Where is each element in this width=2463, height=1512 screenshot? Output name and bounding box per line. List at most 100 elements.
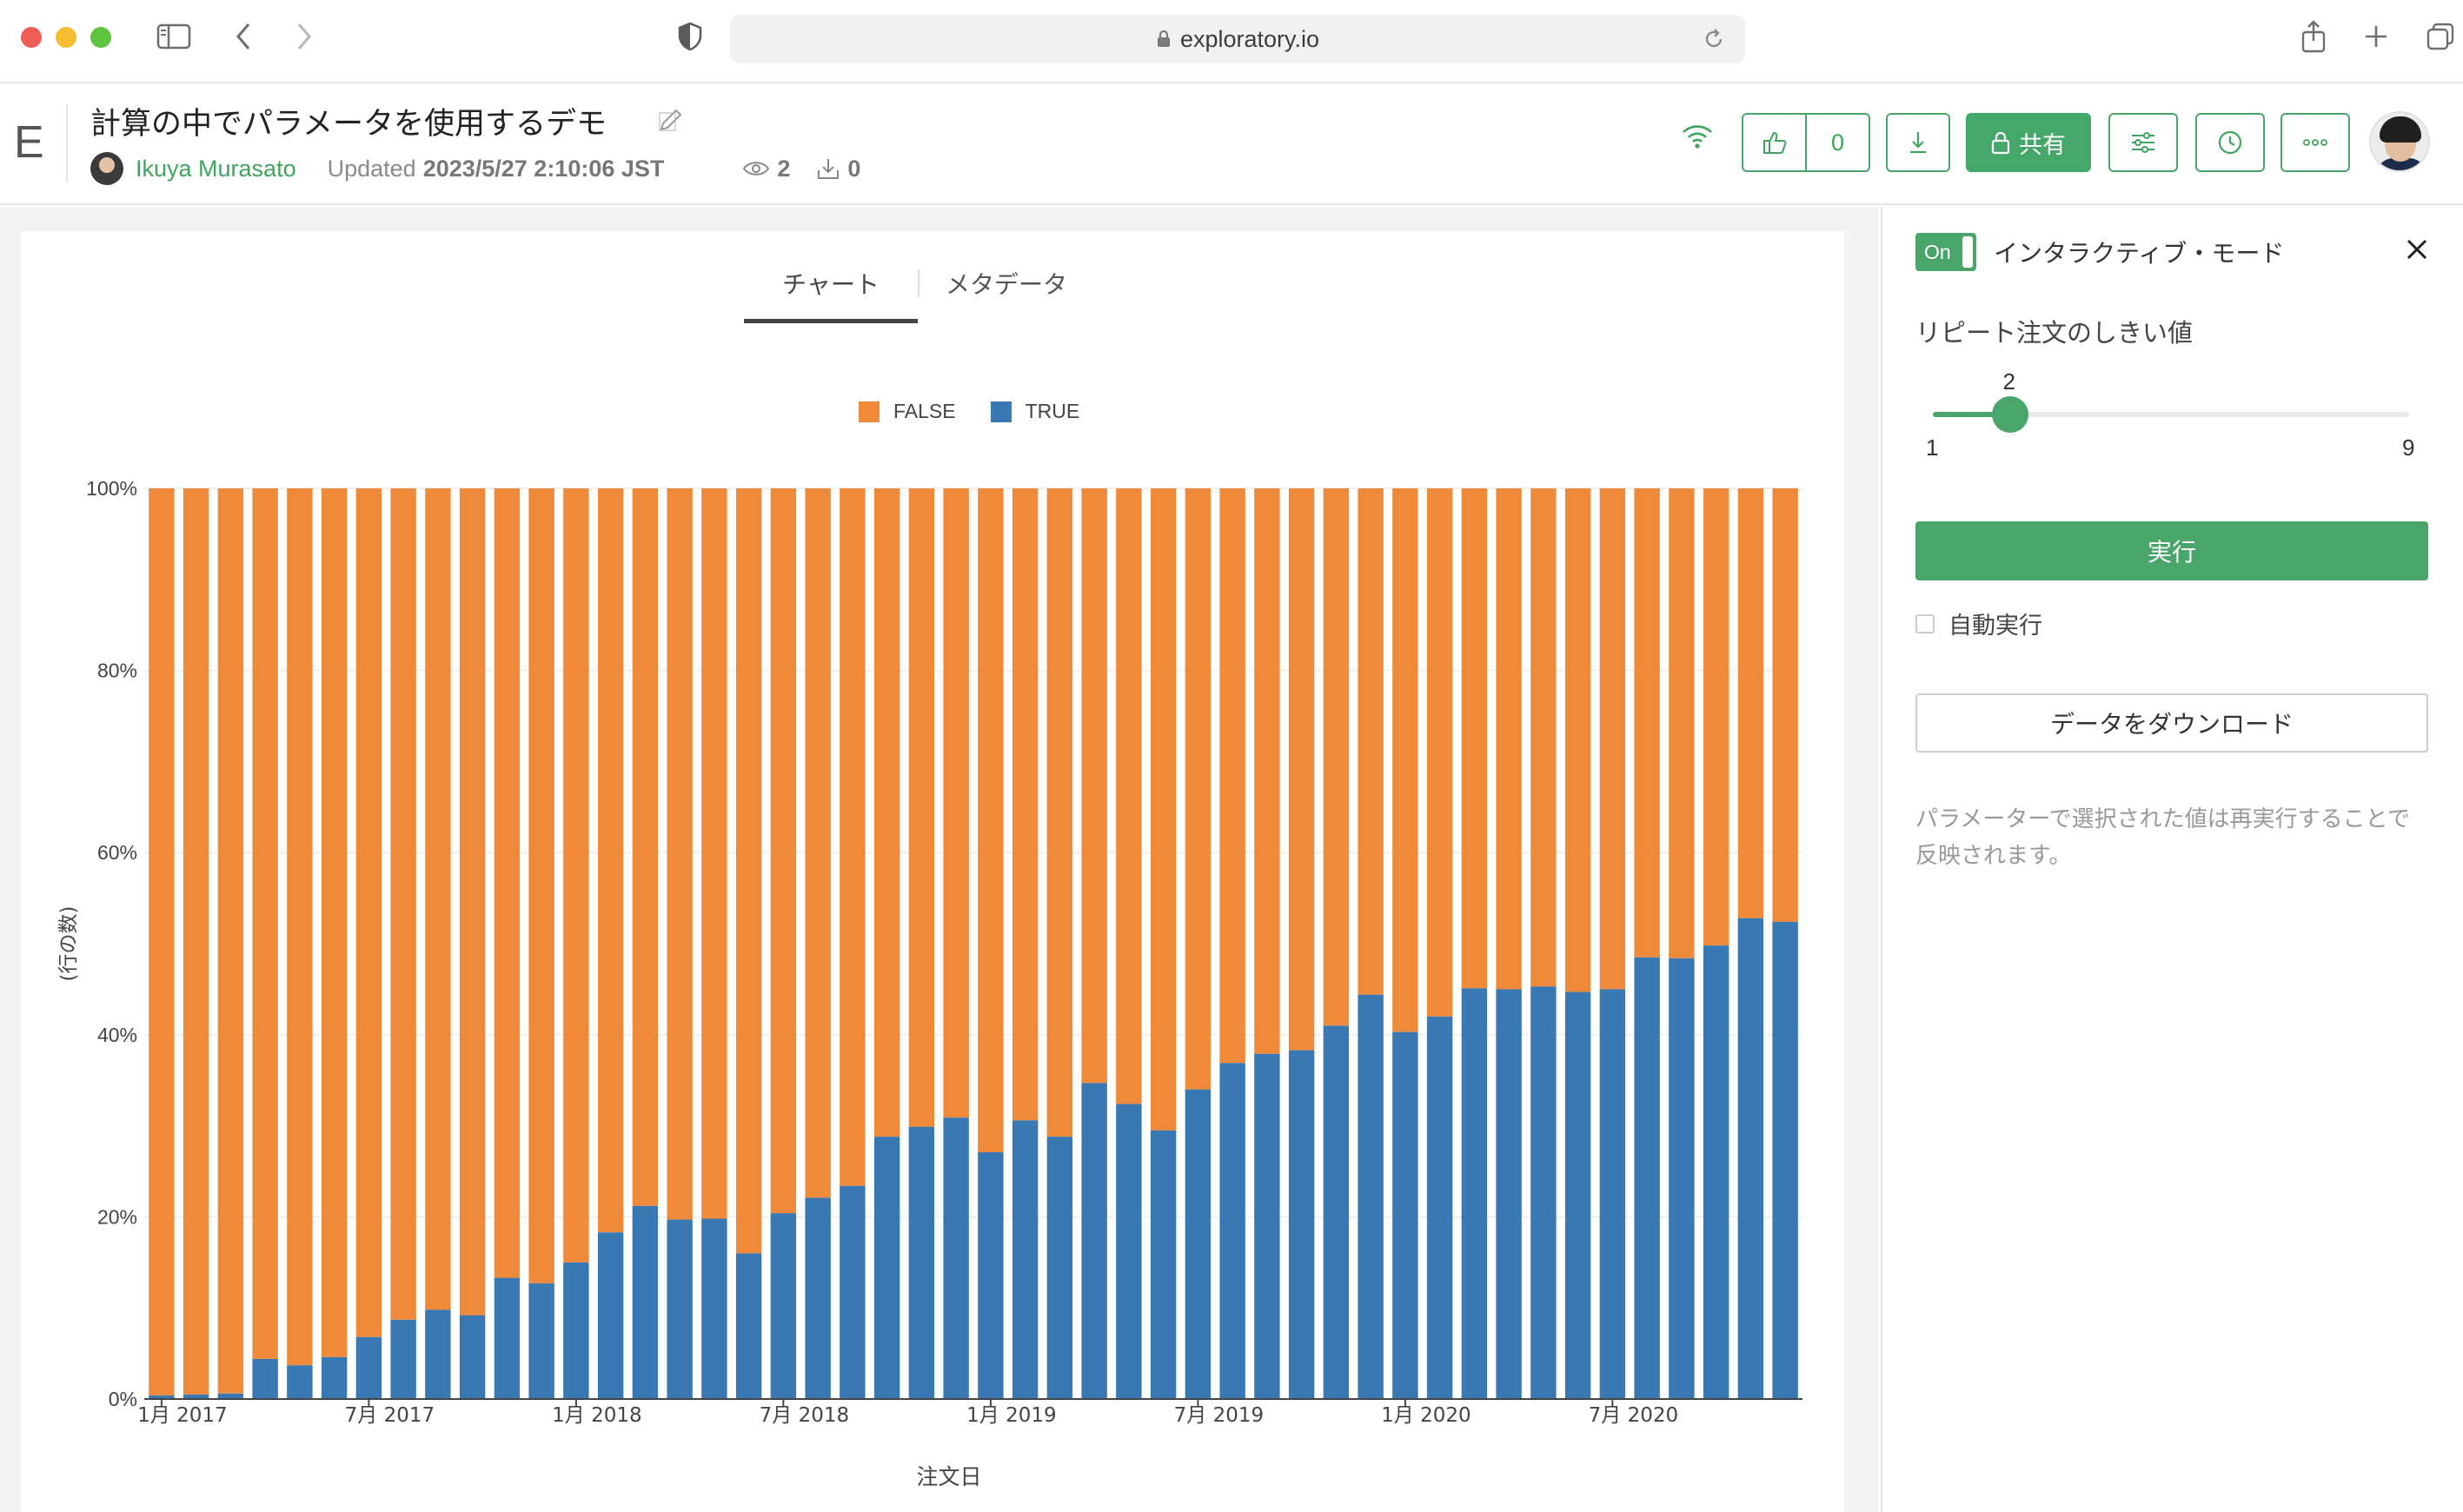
threshold-slider-handle[interactable] [1991,396,2028,433]
bar-false[interactable] [1564,488,1591,992]
bar-false[interactable] [252,488,278,1359]
bar-false[interactable] [1599,488,1626,990]
sidebar-toggle-icon[interactable] [155,17,193,56]
author-link[interactable]: Ikuya Murasato [136,155,296,182]
bar-true[interactable] [1496,989,1522,1399]
bar-false[interactable] [1496,488,1522,990]
bar-true[interactable] [908,1126,935,1399]
bar-true[interactable] [770,1213,797,1399]
bar-true[interactable] [1703,945,1729,1399]
bar-true[interactable] [873,1137,900,1399]
bar-false[interactable] [1150,488,1177,1131]
bar-false[interactable] [943,488,969,1118]
close-window-button[interactable] [21,27,42,48]
close-panel-icon[interactable] [2404,236,2430,262]
bar-false[interactable] [978,488,1004,1152]
bar-false[interactable] [1703,488,1729,946]
bar-true[interactable] [1358,994,1384,1399]
bar-false[interactable] [840,488,866,1186]
bar-false[interactable] [770,488,797,1214]
bar-false[interactable] [1669,488,1695,958]
bar-false[interactable] [390,488,416,1320]
legend-item-false[interactable]: FALSE [859,400,956,423]
interactive-mode-toggle[interactable]: On [1915,233,1976,271]
bar-true[interactable] [528,1283,554,1399]
bar-true[interactable] [1772,921,1798,1399]
auto-run-option[interactable]: 自動実行 [1915,607,2042,640]
bar-true[interactable] [1116,1104,1142,1399]
bar-false[interactable] [1288,488,1315,1051]
more-button[interactable] [2280,113,2350,172]
bar-true[interactable] [840,1185,866,1399]
bar-true[interactable] [149,1395,175,1399]
bar-false[interactable] [459,488,486,1316]
bar-false[interactable] [873,488,900,1137]
bar-true[interactable] [1530,986,1557,1399]
bar-false[interactable] [667,488,693,1220]
bar-true[interactable] [217,1393,244,1399]
bar-false[interactable] [1219,488,1245,1064]
bar-false[interactable] [632,488,659,1206]
bar-true[interactable] [287,1365,313,1399]
bar-false[interactable] [494,488,521,1278]
bar-true[interactable] [459,1315,486,1399]
bar-true[interactable] [632,1205,659,1399]
bar-true[interactable] [1288,1050,1315,1399]
bar-false[interactable] [1012,488,1039,1121]
bar-false[interactable] [1358,488,1384,995]
bar-false[interactable] [1772,488,1798,922]
bar-true[interactable] [1323,1025,1350,1399]
minimize-window-button[interactable] [56,27,76,48]
bar-true[interactable] [1737,918,1764,1399]
bar-true[interactable] [390,1319,416,1399]
bar-true[interactable] [667,1219,693,1399]
download-button[interactable] [1886,113,1950,172]
bar-false[interactable] [355,488,382,1337]
bar-true[interactable] [1461,988,1488,1399]
bar-true[interactable] [978,1151,1004,1399]
bar-true[interactable] [183,1394,209,1399]
bar-true[interactable] [1046,1137,1073,1399]
bar-true[interactable] [1254,1053,1280,1399]
bar-true[interactable] [805,1197,831,1399]
like-button[interactable] [1743,115,1805,170]
bar-false[interactable] [528,488,554,1283]
bar-false[interactable] [735,488,762,1254]
bar-false[interactable] [1046,488,1073,1137]
bar-true[interactable] [1564,991,1591,1399]
bar-true[interactable] [1669,958,1695,1399]
bar-true[interactable] [494,1277,521,1399]
bar-true[interactable] [355,1336,382,1399]
share-page-icon[interactable] [2294,17,2333,56]
bar-true[interactable] [1081,1083,1107,1399]
bar-true[interactable] [1012,1120,1039,1399]
bar-true[interactable] [321,1356,348,1399]
bar-false[interactable] [287,488,313,1366]
auto-run-checkbox[interactable] [1915,613,1935,633]
bar-false[interactable] [1254,488,1280,1054]
reload-icon[interactable] [1702,27,1726,51]
app-logo[interactable]: E [14,117,44,168]
threshold-slider-track[interactable] [1933,412,2409,417]
bar-true[interactable] [943,1117,969,1399]
bar-false[interactable] [1634,488,1660,958]
bar-false[interactable] [597,488,624,1233]
bar-true[interactable] [1392,1031,1418,1399]
bar-true[interactable] [252,1358,278,1399]
bar-true[interactable] [1185,1089,1212,1399]
bar-false[interactable] [425,488,451,1310]
bar-true[interactable] [597,1232,624,1399]
tab-chart[interactable]: チャート [744,252,918,323]
bar-false[interactable] [1530,488,1557,987]
bar-false[interactable] [701,488,727,1219]
bar-false[interactable] [1081,488,1107,1084]
parameters-button[interactable] [2108,113,2178,172]
forward-icon[interactable] [285,17,323,56]
user-avatar[interactable] [2369,111,2430,172]
bar-false[interactable] [183,488,209,1395]
bar-true[interactable] [1426,1016,1453,1399]
bar-true[interactable] [1150,1130,1177,1399]
bar-false[interactable] [1461,488,1488,989]
address-bar[interactable]: exploratory.io [730,15,1745,63]
bar-false[interactable] [217,488,244,1394]
